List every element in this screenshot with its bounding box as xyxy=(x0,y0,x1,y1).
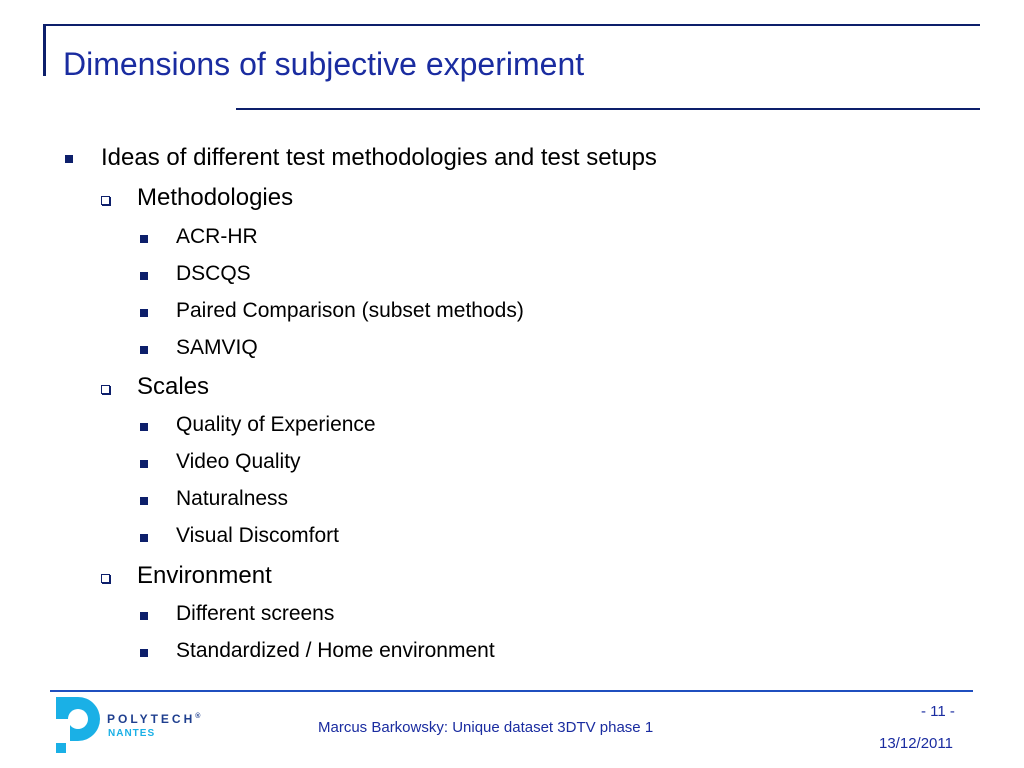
bullet-square-icon xyxy=(140,309,148,317)
sub-bullet-icon xyxy=(101,196,110,205)
page-number: - 11 - xyxy=(921,703,955,720)
list-item: DSCQS xyxy=(176,262,251,285)
list-item: ACR-HR xyxy=(176,225,258,248)
logo-subtitle: NANTES xyxy=(108,728,156,739)
sub-bullet-icon xyxy=(101,574,110,583)
bullet-square-icon xyxy=(140,460,148,468)
bullet-square-icon xyxy=(140,346,148,354)
footer-date: 13/12/2011 xyxy=(879,735,953,752)
bullet-square-icon xyxy=(140,235,148,243)
logo-name: POLYTECH xyxy=(107,712,196,726)
logo-registered-mark: ® xyxy=(195,713,201,720)
bullet-square-icon xyxy=(140,497,148,505)
bullet-square-icon xyxy=(140,423,148,431)
group-label-methodologies: Methodologies xyxy=(137,184,294,211)
list-item: SAMVIQ xyxy=(176,336,258,359)
polytech-logo-icon xyxy=(56,697,100,753)
top-rule xyxy=(43,24,980,26)
bullet-square-icon xyxy=(65,155,73,163)
list-item: Naturalness xyxy=(176,487,289,510)
bullet-item: Ideas of different test methodologies an… xyxy=(101,144,657,171)
bullet-square-icon xyxy=(140,649,148,657)
logo-wordmark: POLYTECH® xyxy=(107,712,200,726)
list-item: Visual Discomfort xyxy=(176,524,339,547)
bullet-square-icon xyxy=(140,612,148,620)
top-left-rule xyxy=(43,24,46,76)
list-item: Standardized / Home environment xyxy=(176,639,495,662)
footer-rule xyxy=(50,690,973,692)
group-label-environment: Environment xyxy=(137,562,272,589)
list-item: Different screens xyxy=(176,602,335,625)
bullet-square-icon xyxy=(140,272,148,280)
slide-title: Dimensions of subjective experiment xyxy=(63,46,585,82)
list-item: Video Quality xyxy=(176,450,301,473)
group-label-scales: Scales xyxy=(137,373,210,400)
list-item: Quality of Experience xyxy=(176,413,376,436)
footer-text: Marcus Barkowsky: Unique dataset 3DTV ph… xyxy=(318,719,654,736)
list-item: Paired Comparison (subset methods) xyxy=(176,299,524,322)
sub-bullet-icon xyxy=(101,385,110,394)
bullet-square-icon xyxy=(140,534,148,542)
title-underline xyxy=(236,108,980,110)
